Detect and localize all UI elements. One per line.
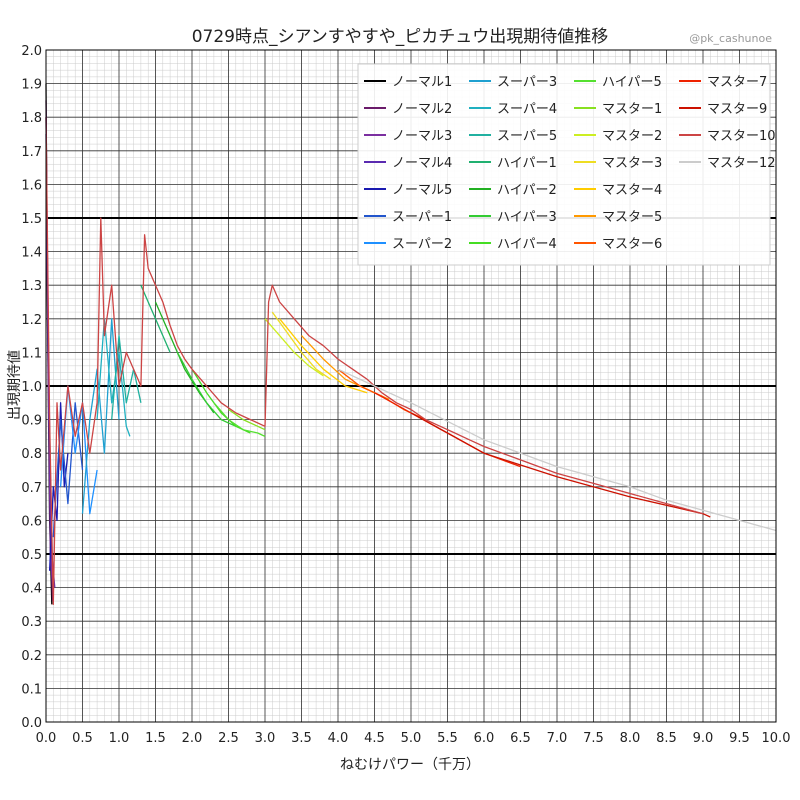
legend-label: ハイパー1 — [497, 156, 557, 171]
legend-label: マスター5 — [602, 210, 662, 225]
legend-label: マスター9 — [707, 102, 767, 117]
legend-box — [357, 63, 771, 266]
series-line — [271, 311, 332, 380]
legend-label: ハイパー2 — [497, 183, 557, 198]
y-tick-label: 0.5 — [21, 548, 42, 563]
y-tick-label: 2.0 — [21, 44, 42, 59]
y-tick-label: 0.1 — [21, 682, 42, 697]
legend-label: ハイパー3 — [497, 210, 557, 225]
legend-label: スーパー4 — [497, 102, 557, 117]
y-tick-label: 1.8 — [21, 111, 42, 126]
plot-frame — [45, 49, 777, 723]
y-tick-label: 0.4 — [21, 582, 42, 597]
y-tick-label: 0.3 — [21, 615, 42, 630]
x-axis-label: ねむけパワー（千万） — [340, 757, 480, 773]
y-tick-label: 0.8 — [21, 447, 42, 462]
x-tick-label: 5.0 — [401, 731, 422, 746]
x-tick-label: 8.0 — [620, 731, 641, 746]
y-tick-label: 1.7 — [21, 145, 42, 160]
y-tick-label: 1.9 — [21, 78, 42, 93]
legend-label: ハイパー5 — [602, 75, 662, 90]
series-line — [176, 352, 237, 427]
y-tick-label: 0.0 — [21, 716, 42, 731]
x-tick-label: 9.0 — [693, 731, 714, 746]
y-tick-label: 0.6 — [21, 514, 42, 529]
legend-label: ノーマル2 — [392, 102, 452, 117]
legend-label: マスター4 — [602, 183, 662, 198]
series-line — [337, 368, 777, 532]
legend-label: ノーマル4 — [392, 156, 452, 171]
x-tick-label: 10.0 — [762, 731, 791, 746]
x-tick-label: 9.5 — [729, 731, 750, 746]
y-tick-label: 1.0 — [21, 380, 42, 395]
x-tick-label: 5.5 — [437, 731, 458, 746]
series-line — [111, 334, 142, 420]
watermark: @pk_cashunoe — [689, 32, 772, 45]
x-tick-label: 0.5 — [72, 731, 93, 746]
legend-label: マスター7 — [707, 75, 767, 90]
legend-label: ハイパー4 — [497, 237, 557, 252]
x-tick-label: 8.5 — [656, 731, 677, 746]
x-tick-label: 6.5 — [510, 731, 531, 746]
x-tick-label: 7.0 — [547, 731, 568, 746]
series-line — [264, 318, 324, 377]
y-tick-label: 1.1 — [21, 346, 42, 361]
x-tick-label: 0.0 — [36, 731, 57, 746]
y-tick-label: 1.4 — [21, 246, 42, 261]
series-line — [81, 318, 120, 514]
series-line — [279, 318, 368, 394]
legend-label: マスター1 — [602, 102, 662, 117]
y-tick-label: 0.9 — [21, 414, 42, 429]
y-axis-label: 出現期待値 — [7, 350, 23, 420]
legend-label: スーパー2 — [392, 237, 452, 252]
x-tick-label: 6.0 — [474, 731, 495, 746]
legend-label: スーパー3 — [497, 75, 557, 90]
x-tick-label: 2.0 — [182, 731, 203, 746]
legend-label: マスター10 — [707, 129, 776, 144]
legend-label: ノーマル3 — [392, 129, 452, 144]
series-line — [48, 402, 69, 571]
x-tick-label: 4.5 — [364, 731, 385, 746]
x-tick-label: 1.0 — [109, 731, 130, 746]
x-tick-label: 3.5 — [291, 731, 312, 746]
series-line — [140, 284, 171, 353]
series-line — [410, 412, 711, 518]
series-line — [45, 117, 704, 606]
legend-label: スーパー5 — [497, 129, 557, 144]
legend-label: マスター12 — [707, 156, 776, 171]
x-tick-label: 4.0 — [328, 731, 349, 746]
x-tick-label: 2.5 — [218, 731, 239, 746]
legend-label: ノーマル1 — [392, 75, 452, 90]
y-tick-label: 1.3 — [21, 279, 42, 294]
y-tick-label: 1.2 — [21, 313, 42, 328]
legend-label: ノーマル5 — [392, 183, 452, 198]
legend-label: スーパー1 — [392, 210, 452, 225]
legend-label: マスター3 — [602, 156, 662, 171]
y-tick-label: 0.2 — [21, 649, 42, 664]
legend-label: マスター2 — [602, 129, 662, 144]
series-line — [228, 408, 266, 431]
y-tick-label: 1.6 — [21, 178, 42, 193]
series-line — [213, 402, 266, 437]
legend-label: マスター6 — [602, 237, 662, 252]
y-tick-label: 1.5 — [21, 212, 42, 227]
x-tick-label: 3.0 — [255, 731, 276, 746]
y-tick-label: 0.7 — [21, 481, 42, 496]
x-tick-label: 1.5 — [145, 731, 166, 746]
chart-title: 0729時点_シアンすやすや_ピカチュウ出現期待値推移 — [191, 27, 609, 47]
x-tick-label: 7.5 — [583, 731, 604, 746]
